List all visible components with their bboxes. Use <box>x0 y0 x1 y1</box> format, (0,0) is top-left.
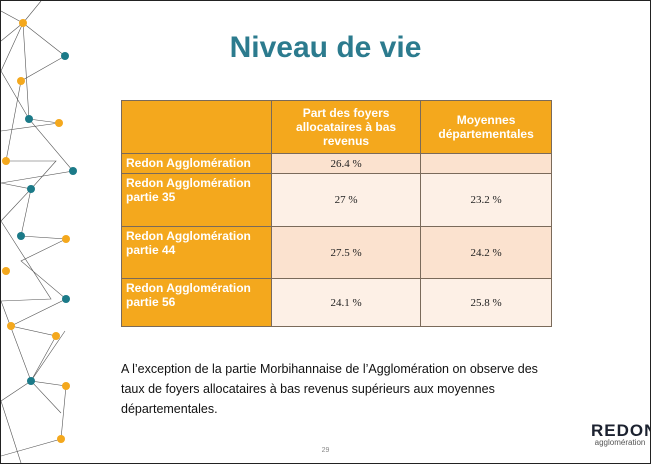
cell: 27 % <box>272 174 421 227</box>
row-label: Redon Agglomération <box>122 154 272 174</box>
page-number: 29 <box>1 447 650 454</box>
logo-subtitle: agglomération <box>591 438 649 447</box>
column-header: Moyennes départementales <box>421 101 552 154</box>
cell: 25.8 % <box>421 279 552 327</box>
cell <box>421 154 552 174</box>
cell: 23.2 % <box>421 174 552 227</box>
paragraph: A l’exception de la partie Morbihannaise… <box>121 359 551 419</box>
column-header: Part des foyers allocataires à bas reven… <box>272 101 421 154</box>
slide: Niveau de vie Part des foyers allocatair… <box>0 0 651 464</box>
decoration <box>1 1 111 463</box>
row-label: Redon Agglomération partie 56 <box>122 279 272 327</box>
logo: REDON agglomération <box>591 421 649 447</box>
cell: 27.5 % <box>272 227 421 279</box>
cell: 24.1 % <box>272 279 421 327</box>
cell: 24.2 % <box>421 227 552 279</box>
corner-cell <box>122 101 272 154</box>
row-label: Redon Agglomération partie 44 <box>122 227 272 279</box>
cell: 26.4 % <box>272 154 421 174</box>
title: Niveau de vie <box>1 31 650 65</box>
data-table: Part des foyers allocataires à bas reven… <box>121 100 552 327</box>
row-label: Redon Agglomération partie 35 <box>122 174 272 227</box>
